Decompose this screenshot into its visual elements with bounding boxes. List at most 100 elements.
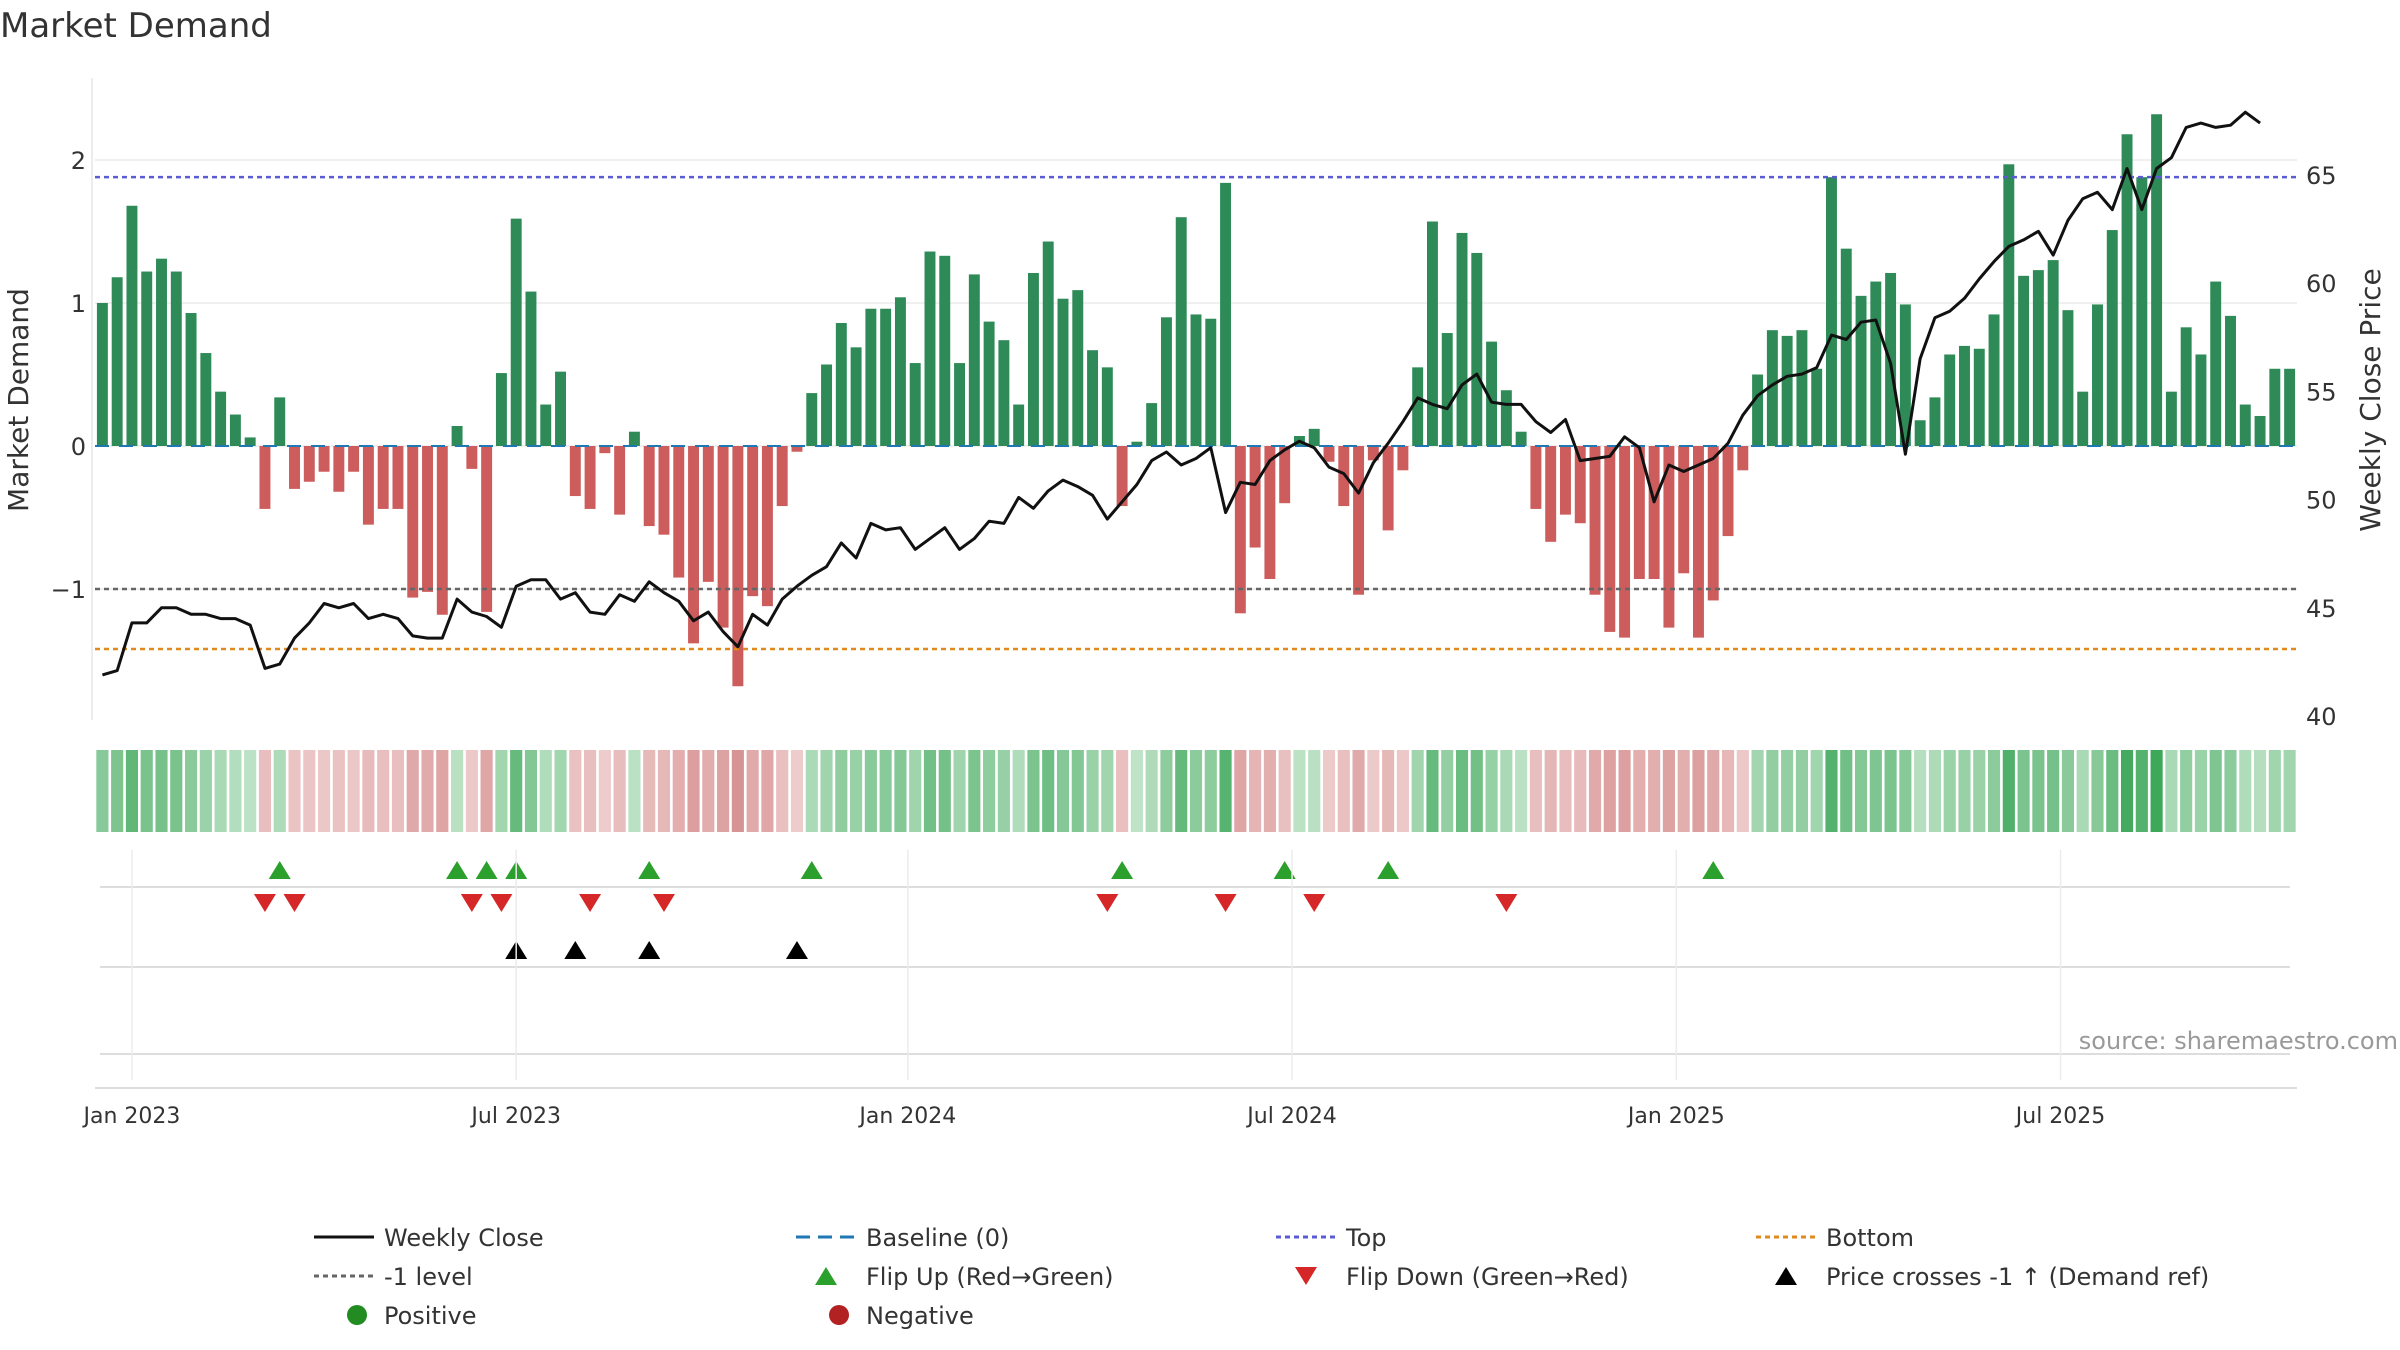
y2-tick-label: 45 <box>2306 595 2337 623</box>
heat-strip-cell <box>1278 750 1291 832</box>
negative-demand-bar <box>1382 446 1394 531</box>
heat-strip-cell <box>1840 750 1853 832</box>
positive-demand-bar <box>2225 315 2236 446</box>
positive-demand-bar <box>968 274 980 446</box>
positive-demand-bar <box>2032 270 2044 446</box>
heat-strip-cell <box>273 750 286 832</box>
negative-demand-bar <box>761 446 773 607</box>
positive-demand-bar <box>998 340 1010 446</box>
positive-demand-bar <box>909 363 921 446</box>
negative-demand-bar <box>791 446 803 452</box>
heat-strip-cell <box>436 750 449 832</box>
heat-strip-cell <box>968 750 981 832</box>
negative-demand-bar <box>1545 446 1557 542</box>
positive-demand-bar <box>2165 391 2177 446</box>
x-tick-label: Jan 2024 <box>857 1104 956 1129</box>
heat-strip-cell <box>2150 750 2163 832</box>
negative-demand-bar <box>1663 446 1675 628</box>
heat-strip-cell <box>850 750 863 832</box>
positive-demand-bar <box>1766 330 1778 446</box>
negative-demand-bar <box>1678 446 1690 574</box>
positive-demand-bar <box>1175 217 1187 446</box>
heat-strip-cell <box>2283 750 2296 832</box>
positive-demand-bar <box>894 297 906 446</box>
heat-strip-cell <box>687 750 700 832</box>
positive-demand-bar <box>1855 295 1867 446</box>
legend-item: Flip Up (Red→Green) <box>815 1263 1114 1291</box>
positive-demand-bar <box>141 271 153 446</box>
heat-strip-cell <box>2135 750 2148 832</box>
positive-demand-bar <box>1426 221 1438 446</box>
positive-demand-bar <box>1412 367 1424 446</box>
negative-demand-bar <box>1279 446 1291 504</box>
flip-down-marker <box>652 894 675 912</box>
y-tick-label: 1 <box>71 290 86 318</box>
legend-label: Positive <box>384 1302 477 1330</box>
negative-demand-bar <box>436 446 448 615</box>
negative-demand-bar <box>732 446 744 687</box>
positive-demand-bar <box>215 391 227 446</box>
heat-strip-cell <box>2253 750 2267 832</box>
heat-strip-cell <box>258 750 272 832</box>
flip-up-marker <box>1377 861 1400 879</box>
negative-demand-bar <box>643 446 655 527</box>
x-tick-label: Jul 2023 <box>469 1104 561 1129</box>
positive-demand-bar <box>1515 431 1527 446</box>
positive-demand-bar <box>1796 330 1808 446</box>
heat-strip-cell <box>539 750 552 832</box>
heat-strip-cell <box>613 750 626 832</box>
heat-strip-cell <box>2165 750 2178 832</box>
negative-demand-bar <box>1353 446 1365 595</box>
heat-strip-cell <box>288 750 301 832</box>
negative-demand-bar <box>348 446 360 472</box>
heat-strip-cell <box>2209 750 2222 832</box>
positive-demand-bar <box>1205 318 1217 446</box>
negative-demand-bar <box>318 446 330 472</box>
heat-strip-cell <box>2120 750 2134 832</box>
negative-demand-bar <box>1693 446 1704 638</box>
legend-label: Bottom <box>1826 1224 1914 1252</box>
heat-strip-cell <box>554 750 567 832</box>
negative-demand-bar <box>1530 446 1542 509</box>
heat-strip-cell <box>702 750 715 832</box>
negative-demand-bar <box>569 446 581 497</box>
chart-title: Market Demand <box>0 6 272 46</box>
heat-strip-cell <box>1101 750 1114 832</box>
negative-demand-bar <box>259 446 271 509</box>
heat-strip-cell <box>1544 750 1557 832</box>
heat-strip-cell <box>598 750 611 832</box>
heat-strip-cell <box>1854 750 1868 832</box>
negative-demand-bar <box>1707 446 1719 601</box>
positive-demand-bar <box>2180 327 2192 446</box>
negative-demand-bar <box>1604 446 1616 632</box>
heat-strip-cell <box>2268 750 2281 832</box>
positive-demand-bar <box>2269 368 2281 446</box>
flip-up-marker <box>1273 861 1296 879</box>
flip-down-marker <box>1495 894 1518 912</box>
heat-strip-cell <box>377 750 390 832</box>
positive-demand-bar <box>274 397 286 446</box>
heat-strip-cell <box>835 750 848 832</box>
heat-strip-cell <box>1618 750 1631 832</box>
legend-item: Weekly Close <box>314 1224 544 1252</box>
heat-strip-cell <box>1308 750 1321 832</box>
heat-strip-cell <box>1795 750 1808 832</box>
heat-strip-cell <box>983 750 996 832</box>
positive-demand-bar <box>451 425 463 446</box>
negative-demand-bar <box>303 446 315 482</box>
negative-demand-bar <box>702 446 714 582</box>
heat-strip-cell <box>1736 750 1749 832</box>
positive-demand-bar <box>1486 341 1498 446</box>
positive-demand-bar <box>200 353 212 446</box>
positive-demand-bar <box>2062 310 2074 446</box>
positive-demand-bar <box>2136 177 2148 446</box>
positive-demand-bar <box>156 258 167 446</box>
positive-demand-bar <box>1929 397 1941 446</box>
positive-demand-bar <box>1752 374 1764 446</box>
heat-strip-cell <box>1707 750 1720 832</box>
heat-strip-cell <box>1766 750 1779 832</box>
positive-demand-bar <box>2151 114 2163 447</box>
positive-demand-bar <box>806 393 818 446</box>
heat-strip-cell <box>318 750 331 832</box>
positive-demand-bar <box>954 363 966 446</box>
